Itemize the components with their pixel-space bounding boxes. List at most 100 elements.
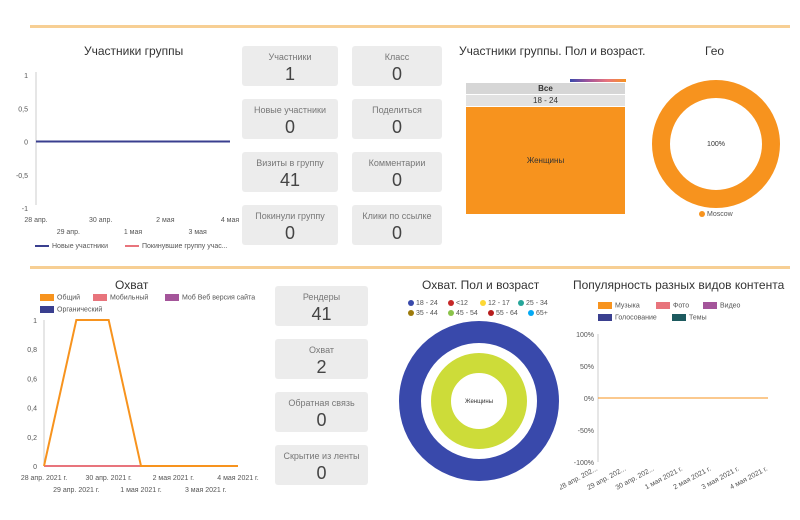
- x-tick-label: 4 мая: [221, 217, 240, 224]
- legend-swatch: [598, 314, 612, 321]
- treemap-level2: 18 - 24: [466, 95, 625, 106]
- legend-swatch: [448, 310, 454, 317]
- card-visits: Визиты в группу 41: [242, 152, 338, 192]
- x-tick-label: 2 мая 2021 г.: [153, 475, 194, 482]
- treemap-title: Участники группы. Пол и возраст.: [459, 44, 646, 58]
- y-tick-label: -100%: [574, 460, 594, 467]
- legend-swatch: [165, 294, 179, 301]
- reach-chart-title: Охват: [115, 278, 149, 292]
- x-tick-label: 3 мая: [188, 229, 207, 236]
- legend-swatch: [480, 300, 486, 307]
- legend-label: Moscow: [707, 211, 733, 218]
- legend-swatch: [703, 302, 717, 309]
- reach-demo-legend-65plus: 65+: [528, 310, 548, 317]
- section-divider-middle: [30, 266, 790, 269]
- y-tick-label: 0: [33, 464, 37, 471]
- legend-label: Органический: [57, 306, 103, 314]
- y-tick-label: 0,2: [27, 435, 37, 442]
- geo-title: Гео: [705, 44, 725, 58]
- y-tick-label: 0,4: [27, 406, 37, 413]
- y-tick-label: 1: [24, 73, 28, 80]
- x-tick-label: 30 апр.: [89, 217, 112, 224]
- card-class: Класс 0: [352, 46, 442, 86]
- reach-demo-legend-18-24: 18 - 24: [408, 300, 438, 307]
- geo-slice-moscow: [652, 80, 780, 208]
- card-value: 0: [391, 117, 402, 137]
- reach-demo-center-label: Женщины: [465, 399, 493, 405]
- reach-demo-legend-12-17: 12 - 17: [480, 300, 510, 307]
- legend-swatch: [672, 314, 686, 321]
- legend-label: Покинувшие группу учас...: [142, 243, 228, 250]
- legend-label: 18 - 24: [416, 300, 438, 307]
- reach-demo-legend-25-34: 25 - 34: [518, 300, 548, 307]
- card-label: Новые участники: [253, 105, 327, 115]
- y-tick-label: 0,8: [27, 347, 37, 354]
- reach-legend-mobweb: Моб Веб версия сайта: [165, 294, 255, 301]
- legend-swatch: [448, 300, 454, 307]
- card-label: Класс: [384, 52, 410, 62]
- legend-swatch: [699, 211, 705, 218]
- card-label: Покинули группу: [255, 211, 325, 221]
- card-feedback: Обратная связь 0: [275, 392, 368, 432]
- card-value: 2: [316, 357, 327, 377]
- reach-legend-organic: Органический: [40, 306, 102, 313]
- x-tick-label: 30 апр. 2021 г.: [85, 475, 131, 482]
- card-value: 0: [391, 170, 402, 190]
- card-members: Участники 1: [242, 46, 338, 86]
- card-value: 0: [391, 64, 402, 84]
- card-label: Охват: [308, 345, 334, 355]
- reach-demo-legend-45-54: 45 - 54: [448, 310, 478, 317]
- legend-swatch: [528, 310, 534, 317]
- ring-age-18-24: [399, 321, 559, 481]
- reach-legend-total: Общий: [40, 294, 80, 301]
- content-legend-topics: Темы: [672, 314, 707, 321]
- legend-swatch: [40, 294, 54, 301]
- members-line-chart: 1 0,5 0 -0,5 -1 28 апр. 30 апр. 2 мая 4 мая 29 …: [16, 72, 240, 236]
- treemap-level2-label: 18 - 24: [533, 96, 558, 105]
- x-tick-label: 28 апр. 2021 г.: [21, 475, 67, 482]
- ring-gender-women: [431, 353, 527, 449]
- content-legend-photo: Фото: [656, 302, 689, 309]
- card-value: 1: [284, 64, 295, 84]
- y-tick-label: -1: [22, 206, 28, 213]
- card-value: 0: [284, 223, 295, 243]
- legend-swatch: [408, 300, 414, 307]
- card-value: 0: [316, 410, 327, 430]
- legend-label: Музыка: [615, 302, 640, 310]
- card-comments: Комментарии 0: [352, 152, 442, 192]
- reach-demo-legend-lt12: <12: [448, 300, 468, 307]
- x-tick-label: 3 мая 2021 г.: [185, 487, 226, 494]
- geo-center-label: 100%: [707, 141, 725, 148]
- legend-swatch: [35, 245, 49, 248]
- legend-label: Голосование: [615, 314, 657, 322]
- card-hidden-from-feed: Скрытие из ленты 0: [275, 445, 368, 485]
- x-tick-label: 1 мая 2021 г.: [120, 487, 161, 494]
- legend-swatch: [488, 310, 494, 317]
- card-link-clicks: Клики по ссылке 0: [352, 205, 442, 245]
- x-tick-label: 4 мая 2021 г.: [217, 475, 258, 482]
- series-line: [43, 319, 238, 467]
- x-tick-label: 28 апр.: [24, 217, 47, 224]
- card-value: 0: [284, 117, 295, 137]
- legend-label: Видео: [720, 302, 741, 310]
- legend-label: 65+: [536, 310, 548, 317]
- legend-swatch: [40, 306, 54, 313]
- geo-donut: 100%: [652, 80, 780, 208]
- legend-label: Мобильный: [110, 294, 149, 302]
- legend-label: 45 - 54: [456, 310, 478, 317]
- content-pop-title: Популярность разных видов контента: [573, 278, 785, 292]
- y-tick-label: -50%: [578, 428, 594, 435]
- card-label: Рендеры: [302, 292, 341, 302]
- card-label: Скрытие из ленты: [283, 451, 360, 461]
- reach-line-chart: 1 0,8 0,6 0,4 0,2 0 28 апр. 2021 г. 30 апр. 20…: [21, 318, 259, 494]
- card-reach: Охват 2: [275, 339, 368, 379]
- y-tick-label: -0,5: [16, 173, 28, 180]
- treemap-leaf-label: Женщины: [526, 156, 565, 165]
- treemap-level1: Все: [466, 83, 625, 94]
- treemap-leaf-women: Женщины: [466, 107, 625, 214]
- y-tick-label: 1: [33, 318, 37, 325]
- y-tick-label: 100%: [576, 332, 594, 339]
- reach-demo-title: Охват. Пол и возраст: [422, 278, 540, 292]
- card-label: Обратная связь: [288, 398, 355, 408]
- card-label: Поделиться: [372, 105, 422, 115]
